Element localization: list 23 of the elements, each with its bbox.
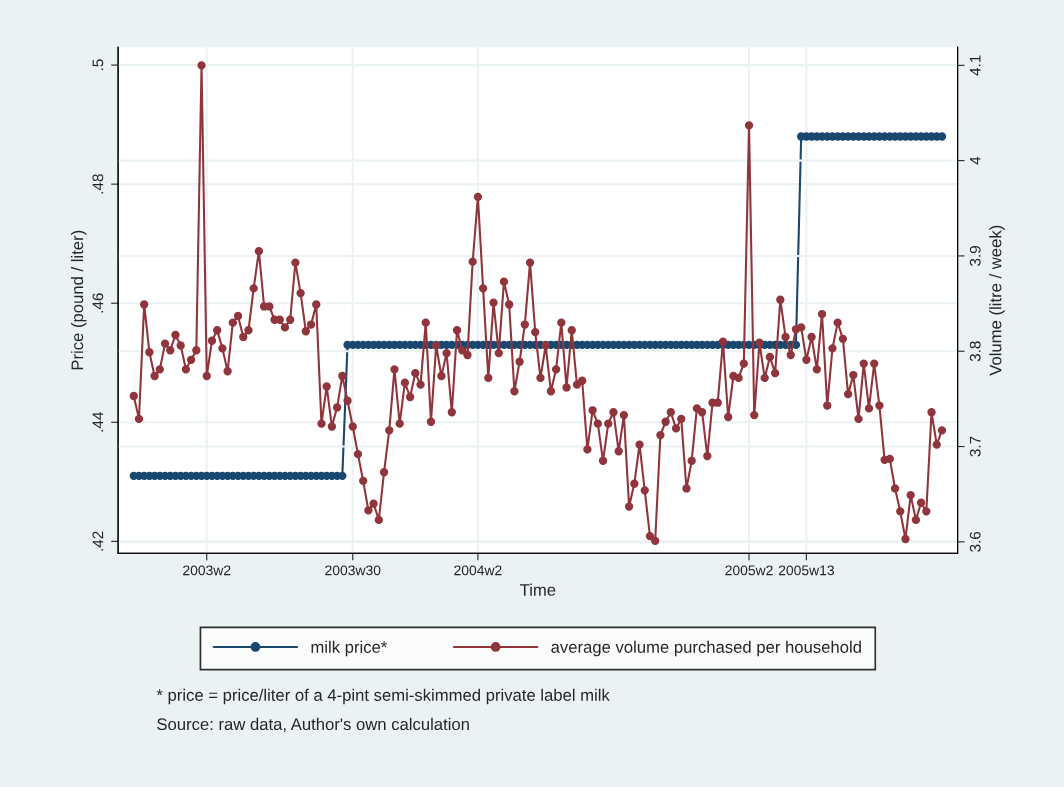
y-axis-title: Price (pound / liter): [70, 230, 87, 370]
y2-tick-label: 4.1: [969, 55, 981, 76]
y2-tick-label: 3.8: [969, 341, 981, 362]
y-tick-label: .48: [92, 174, 104, 194]
legend-label: average volume purchased per household: [551, 640, 861, 657]
y2-axis-title: Volume (litre / week): [989, 225, 1005, 376]
y2-tick-label: 3.6: [969, 531, 981, 552]
x-tick-label: 2003w2: [183, 565, 231, 576]
text: * price = price/liter of a 4-pint semi-skimmed private label milk: [156, 688, 610, 705]
y-tick-label: .5: [92, 59, 104, 71]
y2-tick-label: 4: [969, 156, 981, 165]
x-axis-title: Time: [520, 583, 556, 596]
x-tick-label: 2004w2: [454, 565, 502, 576]
y2-tick-label: 3.9: [969, 246, 981, 266]
y2-tick-label: 3.7: [969, 436, 981, 457]
x-tick-label: 2003w30: [325, 565, 381, 576]
y-tick-label: .44: [92, 412, 104, 432]
source-note: Source: raw data, Author's own calculation: [157, 717, 469, 733]
y-tick-label: .46: [92, 293, 104, 313]
legend-label: milk price*: [311, 640, 388, 657]
x-tick-label: 2005w2: [725, 565, 773, 576]
x-tick-label: 2005w13: [778, 565, 834, 576]
y-tick-label: .42: [92, 531, 104, 551]
